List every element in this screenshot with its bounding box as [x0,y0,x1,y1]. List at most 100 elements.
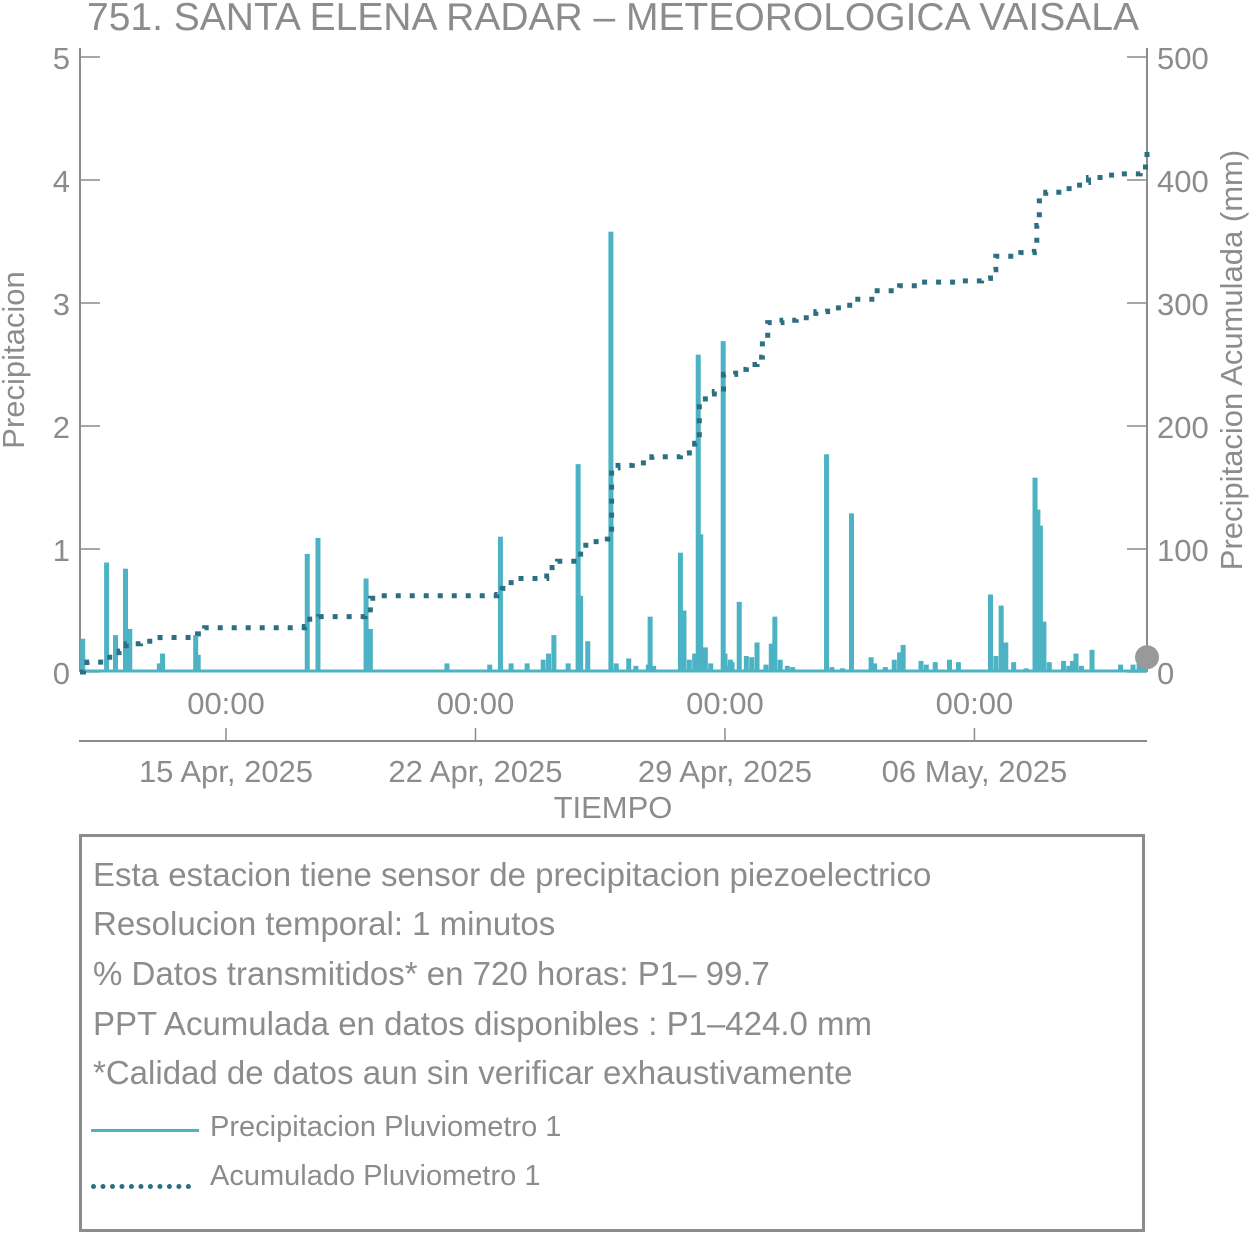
precipitation-bar [551,635,557,672]
precipitation-bar [127,628,133,672]
precipitation-bar [156,663,162,672]
x-tick-date-label: 22 Apr, 2025 [388,754,562,789]
precipitation-bar [122,568,128,672]
precipitation-bar [754,642,760,672]
precipitation-bar [626,658,632,672]
precipitation-bar [763,664,769,672]
y2-tick-label: 200 [1157,410,1209,445]
precipitation-bar [698,534,704,672]
precipitation-bar [1061,660,1067,672]
y-tick-label: 1 [53,533,70,568]
precipitation-bar [113,635,119,672]
precipitation-bar [651,665,657,672]
y-tick-label: 5 [53,41,70,76]
info-line-transmitted: % Datos transmitidos* en 720 horas: P1– … [93,955,770,992]
precipitation-bar [1046,662,1052,672]
precipitation-bar [768,643,774,672]
info-line-resolution: Resolucion temporal: 1 minutos [93,905,556,942]
precipitation-bar [848,513,854,672]
precipitation-bar [487,664,493,672]
chart-title: 751. SANTA ELENA RADAR – METEOROLOGICA V… [87,0,1139,39]
info-line-sensor: Esta estacion tiene sensor de precipitac… [93,856,932,893]
precipitation-bar [1130,664,1136,672]
y-tick-label: 2 [53,410,70,445]
precipitation-bar [1037,525,1043,672]
y2-tick-label: 100 [1157,533,1209,568]
precipitation-bar [1011,662,1017,672]
precipitation-bar [1136,663,1142,672]
precipitation-bar [578,595,584,672]
precipitation-bar [633,665,639,672]
y-tick-label: 0 [53,656,70,691]
precipitation-bar [720,341,726,672]
x-tick-time-label: 00:00 [437,686,515,721]
last-value-marker [1135,645,1159,670]
y-axis-label: Precipitacion [0,271,31,448]
precipitation-bar [497,536,503,672]
precipitation-bar [1069,660,1075,672]
precipitation-bar [540,659,546,672]
precipitation-bar [784,665,790,672]
precipitation-bar [692,653,698,672]
precipitation-bar [1078,665,1084,672]
precipitation-bar [1073,653,1079,672]
precipitation-bar [575,464,581,672]
precipitation-bar [955,662,961,672]
precipitation-bar [1118,664,1124,672]
dotted-line-swatch-icon [91,1184,191,1189]
y2-tick-label: 400 [1157,164,1209,199]
y2-tick-label: 300 [1157,287,1209,322]
x-tick-date-label: 06 May, 2025 [882,754,1068,789]
precipitation-bar [508,663,514,672]
precipitation-bar [891,659,897,672]
x-tick-time-label: 00:00 [686,686,764,721]
precipitation-bar [546,653,552,672]
info-line-accumulated: PPT Acumulada en datos disponibles : P1–… [93,1005,873,1042]
y2-axis-label: Precipitacion Acumulada (mm) [1214,150,1249,570]
x-axis-label: TIEMPO [554,790,673,825]
precipitation-bar [736,601,742,672]
precipitation-bar [1032,477,1038,672]
precipitation-bar [315,537,321,672]
precipitation-bar [1041,621,1047,672]
precipitation-bar [998,605,1004,672]
info-box: Esta estacion tiene sensor de precipitac… [79,834,1145,1232]
precipitation-bar [304,553,310,672]
precipitation-bar [613,663,619,672]
x-tick-time-label: 00:00 [187,686,265,721]
precipitation-bar [647,616,653,672]
precipitation-bar [608,231,614,672]
precipitation-chart: 751. SANTA ELENA RADAR – METEOROLOGICA V… [0,0,1249,825]
precipitation-bar [565,663,571,672]
precipitation-bar [193,635,199,672]
precipitation-bar [702,647,708,672]
precipitation-bar [868,657,874,672]
precipitation-bar [743,656,749,672]
legend-item-accumulated: Acumulado Pluviometro 1 [91,1160,791,1200]
precipitation-bar [104,562,110,672]
legend-label-precipitation: Precipitacion Pluviometro 1 [210,1111,562,1143]
x-tick-date-label: 29 Apr, 2025 [638,754,812,789]
precipitation-bar [524,663,530,672]
x-axis-ticks: 00:00 15 Apr, 2025 00:00 22 Apr, 2025 00:00 2… [139,686,1067,789]
precipitation-bar [708,663,714,672]
x-tick-date-label: 15 Apr, 2025 [139,754,313,789]
precipitation-bar [749,657,755,672]
precipitation-bar [195,654,201,672]
precipitation-bar [946,659,952,672]
info-line-quality: *Calidad de datos aun sin verificar exha… [93,1054,853,1091]
precipitation-bar [160,653,166,672]
precipitation-bar [923,664,929,672]
precipitation-bar [872,663,878,672]
precipitation-bar [722,653,728,672]
precipitation-bar [1089,649,1095,672]
precipitation-bar [686,659,692,672]
precipitation-bar [695,354,701,672]
precipitation-bar [363,578,369,672]
left-y-ticks: 0 1 2 3 4 5 [53,41,100,691]
precipitation-bar [772,616,778,672]
x-tick-time-label: 00:00 [936,686,1014,721]
accumulated-line [80,150,1150,675]
legend-item-precipitation: Precipitacion Pluviometro 1 [91,1111,791,1151]
precipitation-bar [918,660,924,672]
